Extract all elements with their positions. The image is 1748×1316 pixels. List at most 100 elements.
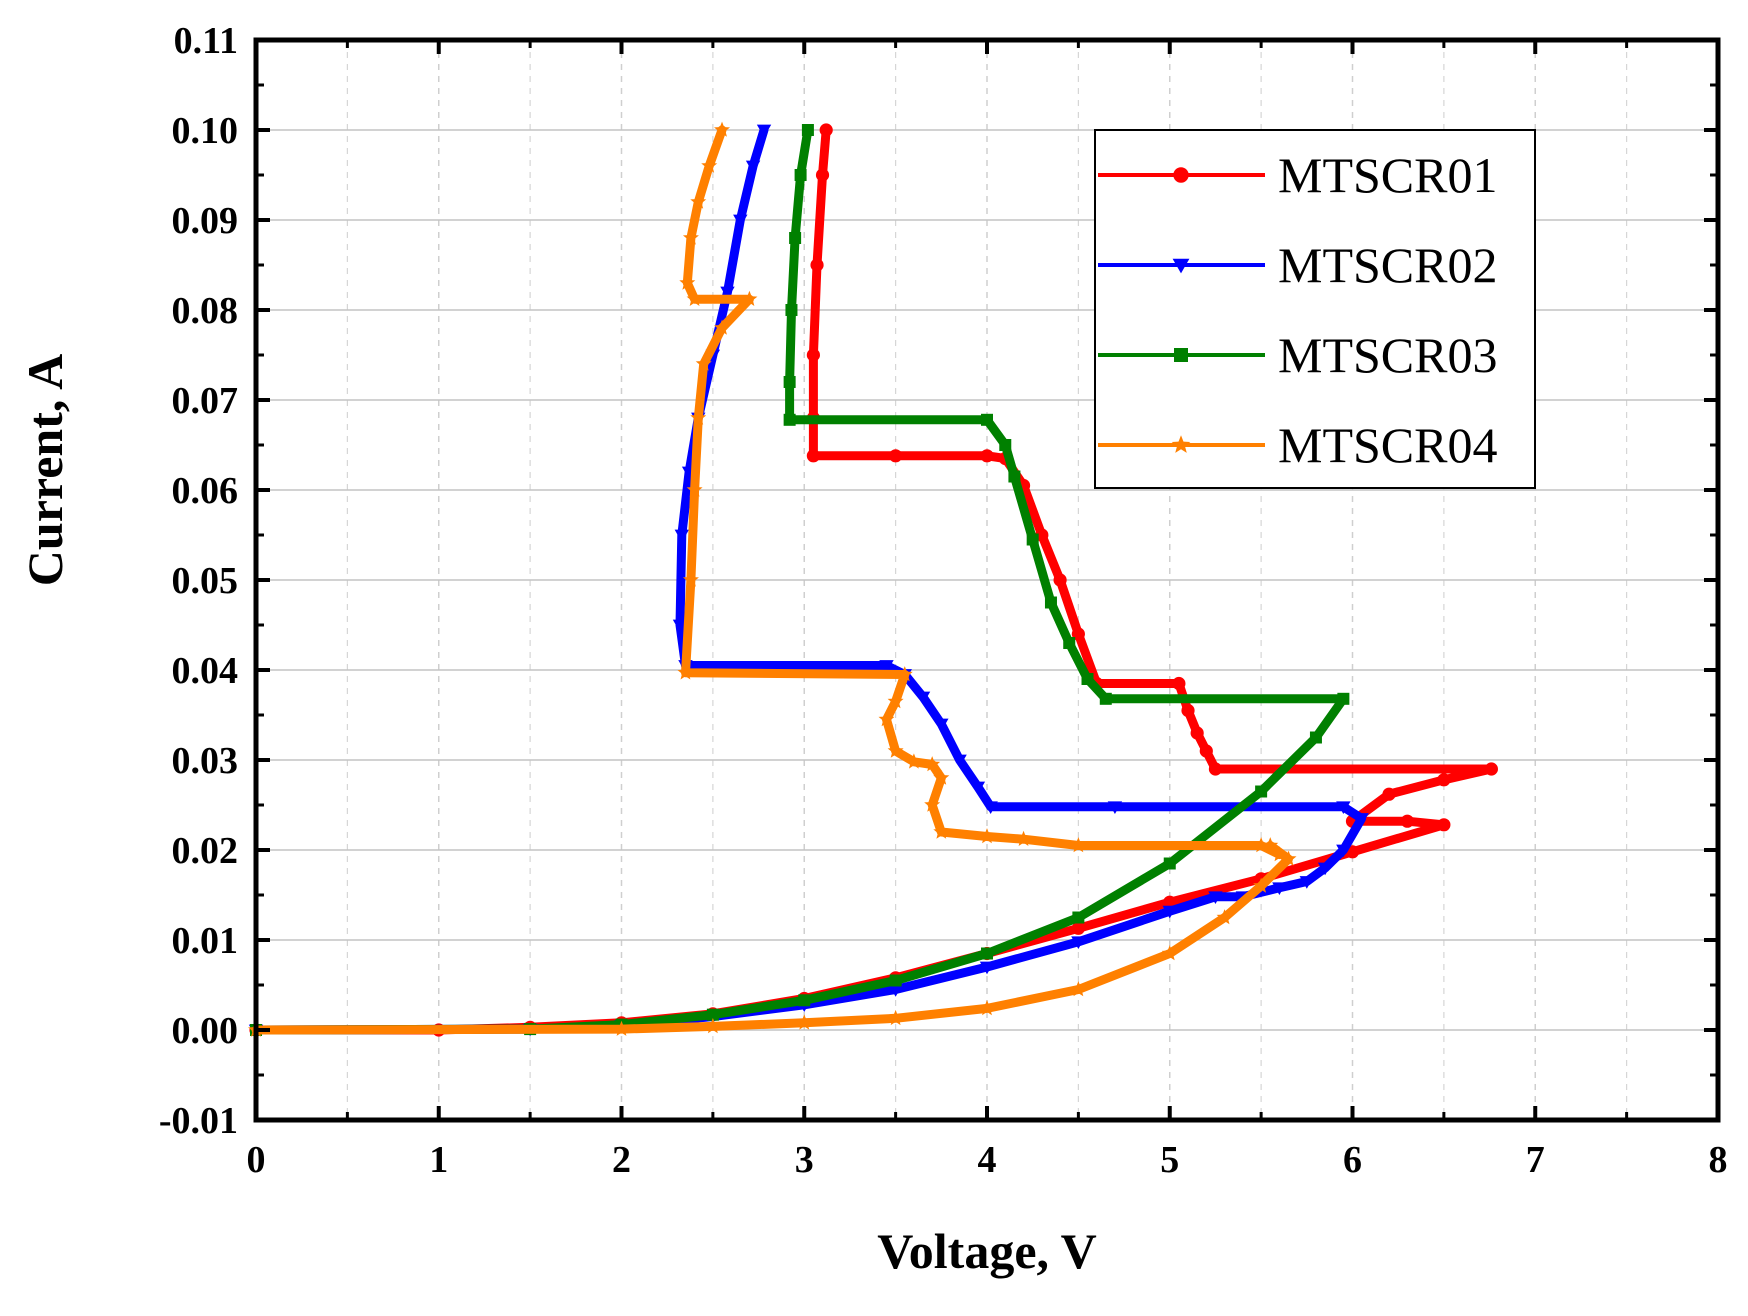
data-point [983,801,998,814]
x-tick-label: 3 [795,1139,814,1181]
data-point [674,529,690,543]
data-point [794,169,807,181]
data-point [952,754,967,768]
data-point [796,1014,813,1030]
data-point [887,693,904,709]
data-point [714,319,731,335]
data-point [714,121,731,137]
data-point [1253,837,1270,853]
data-point [981,947,993,960]
data-point [1336,844,1351,858]
y-tick-label: 0.09 [172,200,239,242]
data-point [1337,692,1350,705]
series-layer [248,121,1498,1038]
data-point [679,274,696,290]
data-point [1437,818,1451,832]
x-tick-label: 5 [1160,1139,1179,1181]
y-tick-label: -0.01 [159,1100,238,1142]
legend-entry: MTSCR03 [1098,327,1498,383]
data-point [801,124,814,136]
data-point [1190,726,1204,740]
data-point [1437,773,1451,787]
data-point [1199,744,1213,758]
data-point [806,348,820,362]
data-point [1208,762,1223,776]
legend-entry: MTSCR01 [1098,147,1498,203]
legend-marker [1172,258,1190,274]
data-point [806,449,820,463]
y-tick-label: 0.02 [172,830,239,872]
data-point [887,742,904,758]
y-tick-label: 0.06 [172,470,239,512]
x-tick-label: 8 [1709,1139,1728,1181]
legend-marker [1174,348,1188,362]
data-point [1071,936,1086,949]
legend-label: MTSCR01 [1278,147,1498,203]
data-point [1181,703,1195,718]
data-point [1015,830,1032,846]
x-tick-label: 2 [612,1139,631,1181]
data-point [1053,573,1067,587]
data-point [924,796,941,812]
data-point [672,619,688,633]
data-point [1063,637,1076,649]
legend-entry: MTSCR04 [1098,417,1498,473]
data-point [896,666,913,682]
data-point [706,1008,719,1021]
data-point [810,258,824,272]
data-point [785,304,798,316]
data-point [979,961,995,975]
data-point [1216,909,1233,925]
x-tick-label: 4 [978,1139,997,1181]
data-point [889,974,902,987]
data-point [1172,676,1186,691]
data-point [970,781,986,795]
x-axis-title: Voltage, V [877,1223,1096,1279]
y-tick-label: 0.00 [172,1010,239,1052]
data-point [686,481,703,497]
data-point [704,1018,721,1034]
data-point [924,756,941,772]
data-point [1299,876,1315,889]
data-point [701,157,718,173]
data-point [613,1020,630,1036]
data-point [783,376,796,388]
data-point [798,994,811,1007]
x-tick-label: 7 [1526,1139,1545,1181]
data-point [1484,762,1498,776]
data-point [915,691,931,705]
data-point [733,214,748,228]
data-point [1280,850,1297,866]
data-point [934,718,949,732]
data-point [1336,801,1351,814]
legend-entry: MTSCR02 [1098,237,1498,293]
legend-marker [1171,435,1191,453]
data-point [1382,787,1396,801]
data-point [1107,801,1123,814]
data-point [980,449,994,463]
data-point [789,232,802,244]
y-tick-label: 0.01 [172,920,239,962]
y-tick-label: 0.08 [172,290,239,332]
data-point [1071,921,1085,935]
data-point [695,355,712,371]
data-point [1044,596,1057,609]
legend: MTSCR01 MTSCR02 MTSCR03 MTSCR04 [1094,129,1536,489]
data-point [1008,470,1021,483]
data-point [1309,731,1322,744]
legend-label: MTSCR03 [1278,327,1498,383]
data-point [720,286,735,300]
data-point [686,290,703,306]
data-point [1262,837,1279,853]
data-point [690,193,707,209]
data-point [879,660,894,673]
data-point [1272,882,1287,895]
data-point [889,449,903,463]
data-point [690,409,707,425]
data-point [1099,692,1112,705]
data-point [1317,862,1333,876]
tick-labels: 0 1 2 3 4 5 6 7 8 -0.01 0.00 0.01 0.02 0.03 0.04 0.05 0.… [159,20,1728,1181]
data-point [1253,877,1270,893]
y-tick-label: 0.10 [172,110,239,152]
